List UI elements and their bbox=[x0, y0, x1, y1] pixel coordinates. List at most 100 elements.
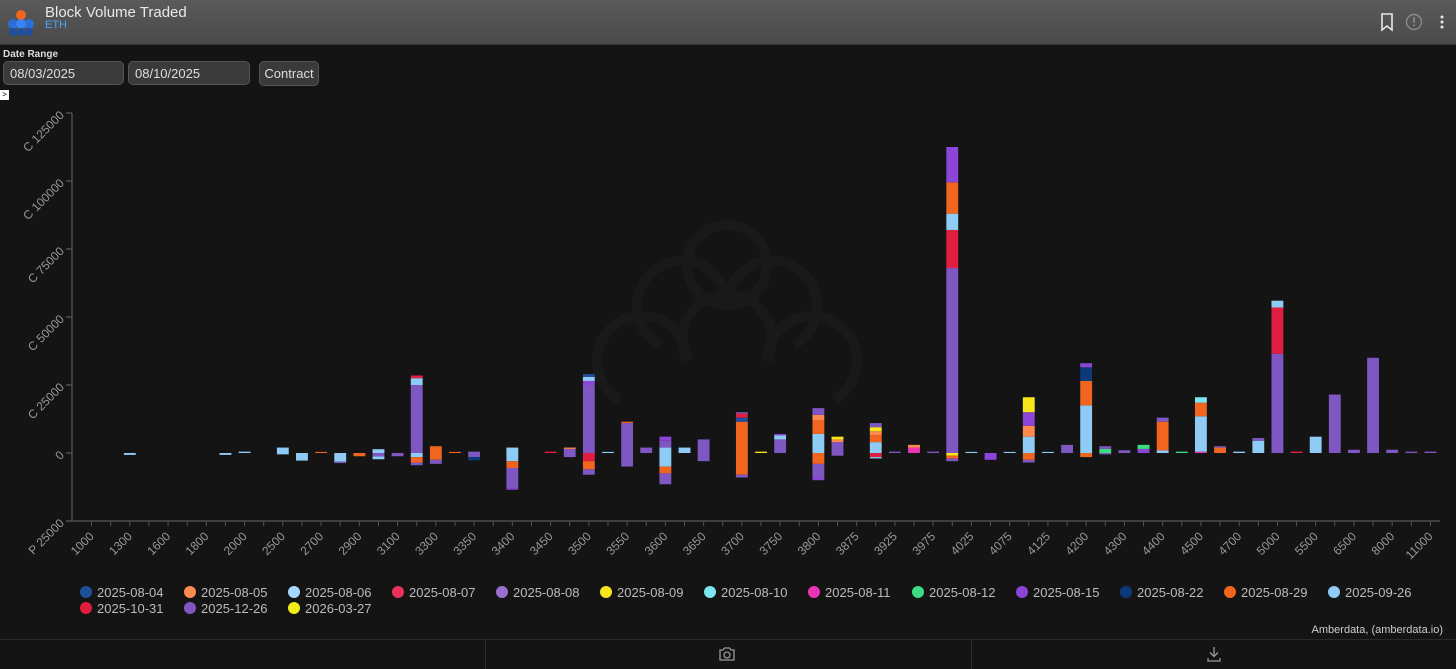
bar-segment-call[interactable] bbox=[869, 431, 882, 436]
bar-segment-put[interactable] bbox=[410, 457, 423, 463]
bar-segment-call[interactable] bbox=[621, 423, 634, 453]
bar-segment-put[interactable] bbox=[563, 453, 576, 458]
bar-segment-call[interactable] bbox=[869, 442, 882, 453]
bar-segment-put[interactable] bbox=[506, 461, 519, 468]
bar-segment-put[interactable] bbox=[869, 457, 882, 459]
bar-segment-call[interactable] bbox=[659, 447, 672, 453]
bar-segment-call[interactable] bbox=[869, 423, 882, 428]
legend-item[interactable]: 2025-08-29 bbox=[1224, 585, 1308, 601]
bar-segment-call[interactable] bbox=[1080, 367, 1093, 381]
bar-segment-call[interactable] bbox=[1099, 446, 1112, 449]
bar-segment-call[interactable] bbox=[908, 447, 920, 453]
bar-segment-call[interactable] bbox=[449, 451, 461, 453]
bar-segment-call[interactable] bbox=[1386, 449, 1399, 453]
bar-segment-call[interactable] bbox=[1156, 421, 1169, 451]
bar-segment-call[interactable] bbox=[735, 421, 748, 453]
bar-segment-put[interactable] bbox=[410, 453, 423, 458]
bar-segment-put[interactable] bbox=[946, 455, 959, 459]
bar-segment-put[interactable] bbox=[506, 453, 519, 462]
bar-segment-call[interactable] bbox=[315, 451, 328, 453]
bar-segment-call[interactable] bbox=[1022, 397, 1035, 413]
bar-segment-call[interactable] bbox=[372, 449, 385, 453]
more-vertical-icon[interactable] bbox=[1432, 12, 1452, 32]
bar-segment-call[interactable] bbox=[468, 451, 481, 453]
legend-item[interactable]: 2025-08-06 bbox=[288, 585, 372, 601]
bar-segment-call[interactable] bbox=[1022, 425, 1035, 437]
bar-segment-call[interactable] bbox=[582, 385, 595, 453]
bar-segment-call[interactable] bbox=[429, 446, 442, 453]
bar-segment-call[interactable] bbox=[774, 435, 787, 440]
bar-segment-call[interactable] bbox=[869, 435, 882, 443]
bar-segment-put[interactable] bbox=[659, 453, 672, 467]
bar-segment-put[interactable] bbox=[812, 477, 825, 481]
bar-segment-call[interactable] bbox=[1137, 444, 1150, 449]
bar-segment-put[interactable] bbox=[697, 453, 710, 462]
bar-segment-put[interactable] bbox=[334, 461, 347, 464]
bar-segment-call[interactable] bbox=[506, 447, 519, 453]
bar-segment-call[interactable] bbox=[582, 374, 595, 377]
bar-segment-put[interactable] bbox=[831, 453, 844, 456]
bar-segment-call[interactable] bbox=[410, 385, 423, 453]
bar-segment-call[interactable] bbox=[1041, 451, 1054, 453]
legend-item[interactable]: 2025-10-31 bbox=[80, 601, 164, 617]
bar-segment-call[interactable] bbox=[908, 444, 920, 448]
bar-segment-call[interactable] bbox=[812, 408, 825, 415]
bar-segment-call[interactable] bbox=[1061, 444, 1073, 453]
bar-segment-call[interactable] bbox=[735, 417, 748, 422]
bar-segment-call[interactable] bbox=[1156, 417, 1169, 422]
legend-item[interactable]: 2025-12-26 bbox=[184, 601, 268, 617]
bar-segment-call[interactable] bbox=[1405, 451, 1418, 453]
bar-segment-call[interactable] bbox=[1194, 402, 1207, 417]
bar-segment-call[interactable] bbox=[831, 439, 844, 443]
bar-segment-call[interactable] bbox=[1099, 448, 1112, 453]
end-date-input[interactable] bbox=[128, 61, 250, 85]
bar-segment-call[interactable] bbox=[1271, 300, 1284, 308]
bar-segment-call[interactable] bbox=[1080, 380, 1093, 406]
bar-segment-call[interactable] bbox=[1290, 451, 1303, 453]
bar-segment-call[interactable] bbox=[927, 451, 940, 453]
contract-button[interactable]: Contract bbox=[259, 61, 319, 86]
bar-segment-call[interactable] bbox=[735, 413, 748, 418]
bar-segment-call[interactable] bbox=[1080, 405, 1093, 453]
bar-segment-call[interactable] bbox=[1367, 357, 1379, 453]
bar-segment-call[interactable] bbox=[1252, 438, 1265, 441]
bar-segment-call[interactable] bbox=[1194, 451, 1207, 453]
bar-segment-put[interactable] bbox=[506, 467, 519, 489]
bar-segment-call[interactable] bbox=[774, 439, 787, 453]
bar-segment-call[interactable] bbox=[1194, 397, 1207, 403]
bar-segment-call[interactable] bbox=[1271, 307, 1284, 354]
bar-segment-call[interactable] bbox=[946, 182, 959, 214]
bar-segment-call[interactable] bbox=[1137, 448, 1150, 453]
bar-segment-call[interactable] bbox=[946, 229, 959, 269]
bar-segment-put[interactable] bbox=[659, 473, 672, 485]
bar-segment-put[interactable] bbox=[1022, 453, 1035, 460]
bar-segment-call[interactable] bbox=[582, 380, 595, 385]
bar-segment-call[interactable] bbox=[1175, 451, 1188, 453]
bar-segment-put[interactable] bbox=[468, 453, 481, 458]
legend-item[interactable]: 2025-08-11 bbox=[808, 585, 891, 601]
bar-segment-call[interactable] bbox=[582, 376, 595, 381]
camera-icon[interactable] bbox=[718, 645, 736, 663]
bar-segment-call[interactable] bbox=[659, 440, 672, 448]
bar-segment-call[interactable] bbox=[621, 421, 634, 424]
bar-segment-call[interactable] bbox=[276, 447, 289, 453]
info-icon[interactable] bbox=[1404, 12, 1424, 32]
bar-segment-call[interactable] bbox=[1156, 450, 1169, 453]
bar-segment-call[interactable] bbox=[1214, 447, 1226, 453]
bar-segment-call[interactable] bbox=[946, 213, 959, 230]
bar-segment-call[interactable] bbox=[812, 414, 825, 421]
bar-segment-call[interactable] bbox=[1003, 451, 1016, 453]
legend-item[interactable]: 2025-08-10 bbox=[704, 585, 788, 601]
bar-segment-call[interactable] bbox=[1080, 363, 1093, 368]
bar-segment-call[interactable] bbox=[1328, 394, 1341, 453]
bar-segment-call[interactable] bbox=[678, 447, 691, 453]
bar-segment-put[interactable] bbox=[410, 462, 423, 466]
bar-segment-put[interactable] bbox=[621, 453, 634, 467]
bar-segment-call[interactable] bbox=[1022, 412, 1035, 426]
bar-segment-put[interactable] bbox=[123, 453, 136, 455]
legend-item[interactable]: 2026-03-27 bbox=[288, 601, 372, 617]
legend-item[interactable]: 2025-08-12 bbox=[912, 585, 996, 601]
bar-segment-call[interactable] bbox=[735, 412, 748, 414]
download-icon[interactable] bbox=[1205, 645, 1223, 663]
bar-segment-call[interactable] bbox=[238, 451, 251, 453]
